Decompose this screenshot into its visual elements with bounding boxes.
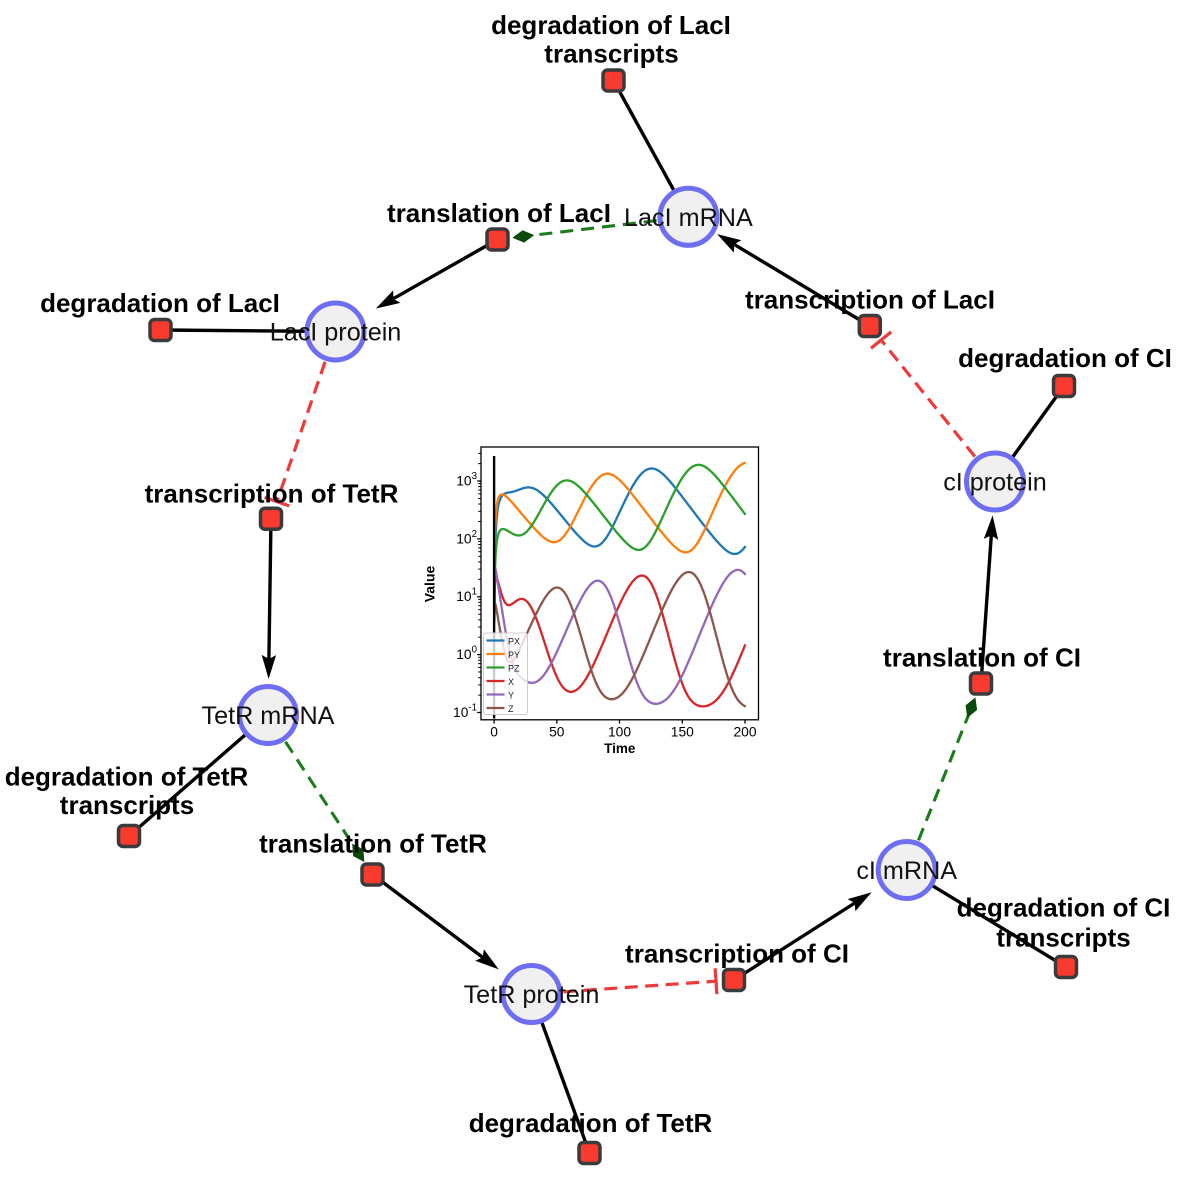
svg-text:PZ: PZ — [508, 663, 520, 673]
svg-text:transcripts: transcripts — [996, 923, 1130, 953]
svg-text:degradation of CI: degradation of CI — [958, 343, 1172, 373]
svg-text:degradation of LacI: degradation of LacI — [491, 10, 731, 40]
svg-text:transcription of CI: transcription of CI — [625, 939, 849, 969]
svg-text:200: 200 — [733, 724, 756, 739]
svg-text:0: 0 — [490, 724, 498, 739]
svg-text:PX: PX — [508, 636, 520, 646]
svg-text:X: X — [508, 677, 514, 687]
svg-text:degradation of LacI: degradation of LacI — [40, 288, 280, 318]
svg-text:PY: PY — [508, 650, 520, 660]
svg-text:translation of CI: translation of CI — [883, 643, 1081, 673]
svg-text:cI mRNA: cI mRNA — [856, 857, 957, 885]
svg-text:150: 150 — [671, 724, 694, 739]
svg-text:Value: Value — [422, 566, 438, 603]
svg-text:translation of LacI: translation of LacI — [387, 198, 611, 228]
svg-text:Z: Z — [508, 704, 514, 714]
svg-text:transcription of LacI: transcription of LacI — [745, 285, 995, 315]
svg-text:TetR protein: TetR protein — [464, 981, 600, 1009]
svg-text:Y: Y — [508, 690, 514, 700]
svg-text:degradation of TetR: degradation of TetR — [469, 1108, 713, 1138]
svg-text:cI protein: cI protein — [943, 469, 1047, 497]
svg-text:degradation of TetR: degradation of TetR — [5, 762, 249, 792]
svg-text:transcription of TetR: transcription of TetR — [145, 479, 399, 509]
svg-text:TetR mRNA: TetR mRNA — [202, 702, 335, 730]
svg-text:Time: Time — [604, 741, 636, 756]
svg-text:50: 50 — [549, 724, 565, 739]
svg-text:translation of TetR: translation of TetR — [259, 829, 487, 859]
svg-text:transcripts: transcripts — [60, 790, 194, 820]
svg-text:degradation of CI: degradation of CI — [957, 893, 1171, 923]
svg-text:transcripts: transcripts — [544, 39, 678, 69]
svg-text:100: 100 — [608, 724, 631, 739]
svg-text:LacI mRNA: LacI mRNA — [624, 204, 753, 232]
svg-text:LacI protein: LacI protein — [270, 319, 402, 347]
